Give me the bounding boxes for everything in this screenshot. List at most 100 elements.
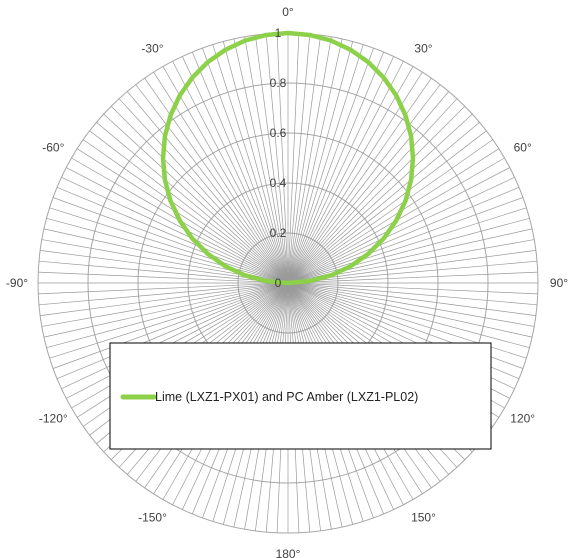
spoke <box>103 113 289 284</box>
spoke <box>287 282 538 295</box>
spoke <box>287 84 441 284</box>
spoke <box>76 148 289 284</box>
spoke <box>287 78 432 284</box>
angle-tick-label: -150° <box>138 511 167 525</box>
angle-tick-label: -120° <box>39 412 68 426</box>
radial-tick-label: 0.6 <box>270 126 287 140</box>
spoke <box>287 61 404 284</box>
spoke <box>49 207 289 284</box>
spoke <box>38 271 289 284</box>
spoke <box>202 47 289 284</box>
spoke <box>287 217 530 284</box>
spoke <box>56 187 289 284</box>
spoke <box>287 139 493 284</box>
spoke <box>287 105 466 284</box>
spoke <box>162 66 289 284</box>
spoke <box>287 113 473 284</box>
angle-tick-label: -90° <box>6 276 28 290</box>
spoke <box>287 271 538 284</box>
spoke <box>276 33 289 284</box>
spoke <box>38 260 289 284</box>
radial-tick-labels: 0 0.2 0.4 0.6 0.8 1 <box>270 26 287 290</box>
spoke <box>287 33 311 284</box>
spoke <box>287 187 520 284</box>
spoke <box>233 38 289 284</box>
spoke <box>287 122 480 284</box>
spoke <box>287 197 524 284</box>
spoke <box>46 282 289 349</box>
spoke <box>255 35 289 284</box>
spoke <box>89 130 289 284</box>
spoke <box>61 282 289 389</box>
spoke <box>287 35 321 284</box>
angle-tick-label: 30° <box>414 41 432 55</box>
spoke <box>287 207 527 284</box>
spoke <box>287 282 530 349</box>
radial-tick-label: 1 <box>275 26 282 40</box>
spoke <box>287 177 515 284</box>
spoke <box>52 282 289 369</box>
spoke <box>127 91 289 284</box>
spoke <box>287 44 364 284</box>
spoke <box>118 98 289 284</box>
legend-box <box>109 342 492 450</box>
spoke <box>135 84 289 284</box>
angle-tick-label: -60° <box>42 141 64 155</box>
spoke <box>46 217 289 284</box>
angle-tick-label: 120° <box>510 412 535 426</box>
spoke <box>83 139 289 284</box>
spoke <box>52 197 289 284</box>
spoke <box>287 130 487 284</box>
legend-entry-label: Lime (LXZ1-PX01) and PC Amber (LXZ1-PL02… <box>155 390 418 404</box>
spoke <box>56 282 289 379</box>
angle-tick-label: 90° <box>550 276 568 290</box>
spoke <box>144 78 289 284</box>
radial-tick-label: 0.4 <box>270 176 287 190</box>
angular-spokes <box>38 33 538 533</box>
spoke <box>41 282 289 327</box>
spoke <box>40 282 289 316</box>
legend: Lime (LXZ1-PX01) and PC Amber (LXZ1-PL02… <box>109 342 492 450</box>
radial-tick-label: 0 <box>275 276 282 290</box>
series-layer <box>160 30 416 286</box>
spoke <box>172 61 289 284</box>
spoke <box>222 41 289 284</box>
spoke <box>287 260 538 284</box>
angular-tick-labels: 0° 30° 60° 90° 120° 150° 180° -150° -120° -90° -60… <box>6 5 568 558</box>
spoke <box>287 148 500 284</box>
spoke <box>61 177 289 284</box>
spoke <box>212 44 289 284</box>
spoke <box>287 47 374 284</box>
spoke <box>110 105 289 284</box>
spoke <box>287 33 300 284</box>
angle-tick-label: 60° <box>514 141 532 155</box>
spoke <box>38 282 289 306</box>
spoke <box>287 41 354 284</box>
spoke <box>244 36 289 284</box>
spoke <box>66 282 289 399</box>
spoke <box>287 98 458 284</box>
angle-tick-label: -30° <box>141 41 163 55</box>
spoke <box>49 282 289 359</box>
spoke <box>287 38 343 284</box>
spoke <box>287 51 384 284</box>
spoke <box>287 91 449 284</box>
spoke <box>287 66 414 284</box>
angle-tick-label: 150° <box>411 511 436 525</box>
spoke <box>38 282 289 295</box>
spoke <box>287 282 535 327</box>
spoke <box>96 122 289 284</box>
spoke <box>287 36 332 284</box>
spoke <box>287 282 538 306</box>
angle-tick-label: 0° <box>282 5 294 19</box>
spoke <box>43 282 289 338</box>
spoke <box>287 282 533 338</box>
spoke <box>287 167 510 284</box>
spoke <box>287 56 394 284</box>
radial-tick-label: 0.2 <box>270 226 287 240</box>
spoke <box>182 56 289 284</box>
radial-tick-label: 0.8 <box>270 76 287 90</box>
angle-tick-label: 180° <box>276 547 301 558</box>
spoke <box>265 33 289 284</box>
